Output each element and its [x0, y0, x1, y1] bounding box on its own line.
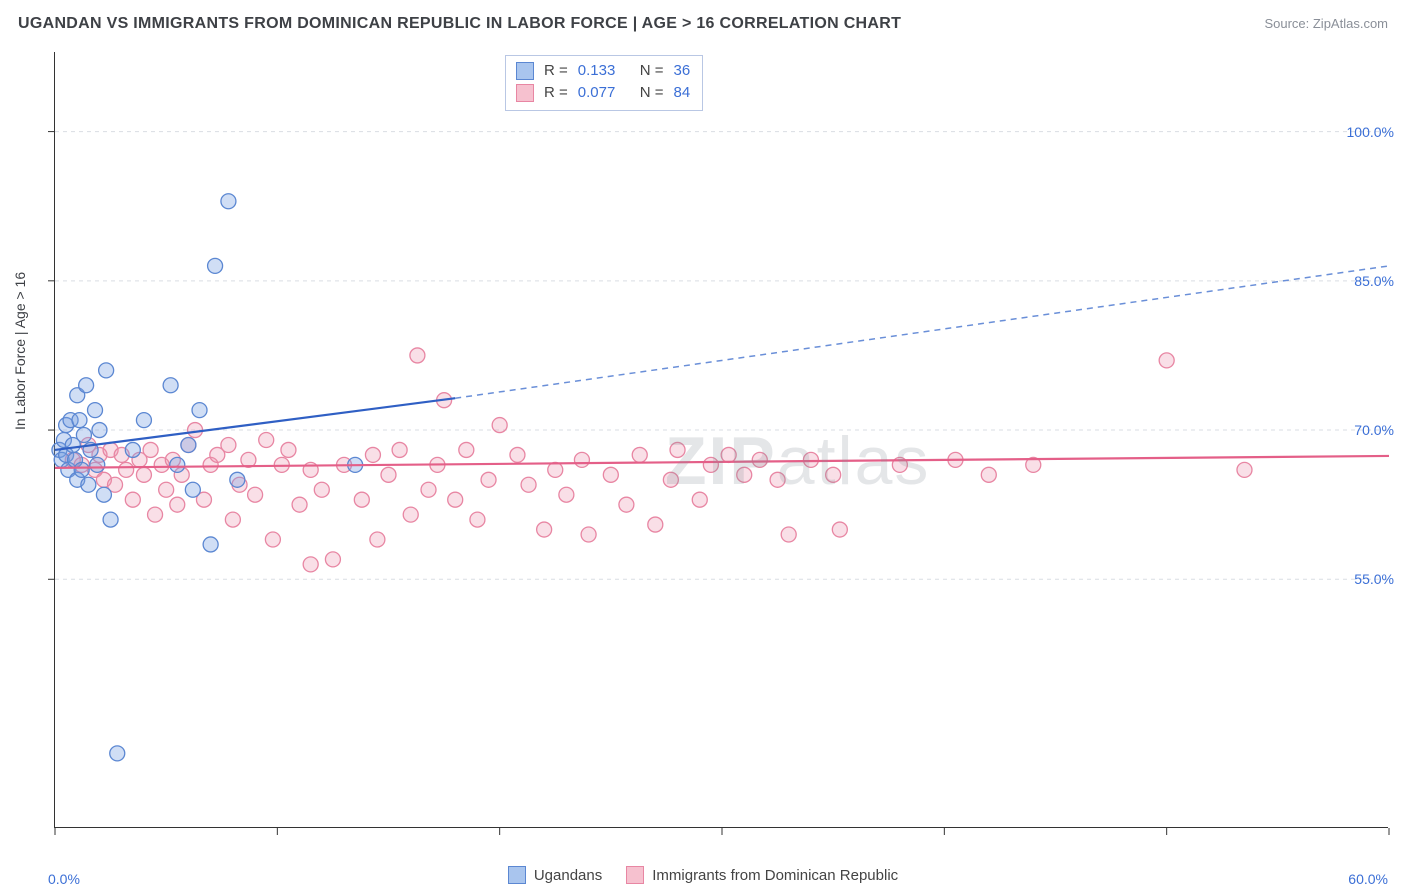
n-value: 84 — [674, 82, 691, 104]
chart-title: UGANDAN VS IMMIGRANTS FROM DOMINICAN REP… — [18, 15, 901, 33]
source-label: Source: ZipAtlas.com — [1264, 16, 1388, 31]
legend-row: R = 0.133 N = 36 — [516, 60, 690, 82]
r-value: 0.077 — [578, 82, 630, 104]
r-label: R = — [544, 60, 568, 82]
n-value: 36 — [674, 60, 691, 82]
n-label: N = — [640, 60, 664, 82]
series-legend: Ugandans Immigrants from Dominican Republ… — [0, 866, 1406, 888]
y-tick-label: 100.0% — [1347, 124, 1394, 140]
legend-item: Ugandans — [508, 866, 602, 884]
legend-swatch — [508, 866, 526, 884]
legend-label: Immigrants from Dominican Republic — [652, 867, 898, 884]
y-tick-label: 85.0% — [1354, 273, 1394, 289]
n-label: N = — [640, 82, 664, 104]
plot-area: ZIPatlas R =0.133N =36R =0.077N =84 — [54, 52, 1388, 828]
legend-swatch — [626, 866, 644, 884]
y-tick-label: 55.0% — [1354, 571, 1394, 587]
r-label: R = — [544, 82, 568, 104]
legend-item: Immigrants from Dominican Republic — [626, 866, 898, 884]
correlation-legend: R = 0.133 N = 36 R = 0.077 N = 84 — [505, 55, 703, 111]
legend-label: Ugandans — [534, 867, 602, 884]
legend-swatch — [516, 84, 534, 102]
y-tick-label: 70.0% — [1354, 422, 1394, 438]
y-axis-label: In Labor Force | Age > 16 — [12, 272, 28, 430]
legend-swatch — [516, 62, 534, 80]
r-value: 0.133 — [578, 60, 630, 82]
legend-row: R = 0.077 N = 84 — [516, 82, 690, 104]
scatter-svg — [55, 52, 1388, 827]
